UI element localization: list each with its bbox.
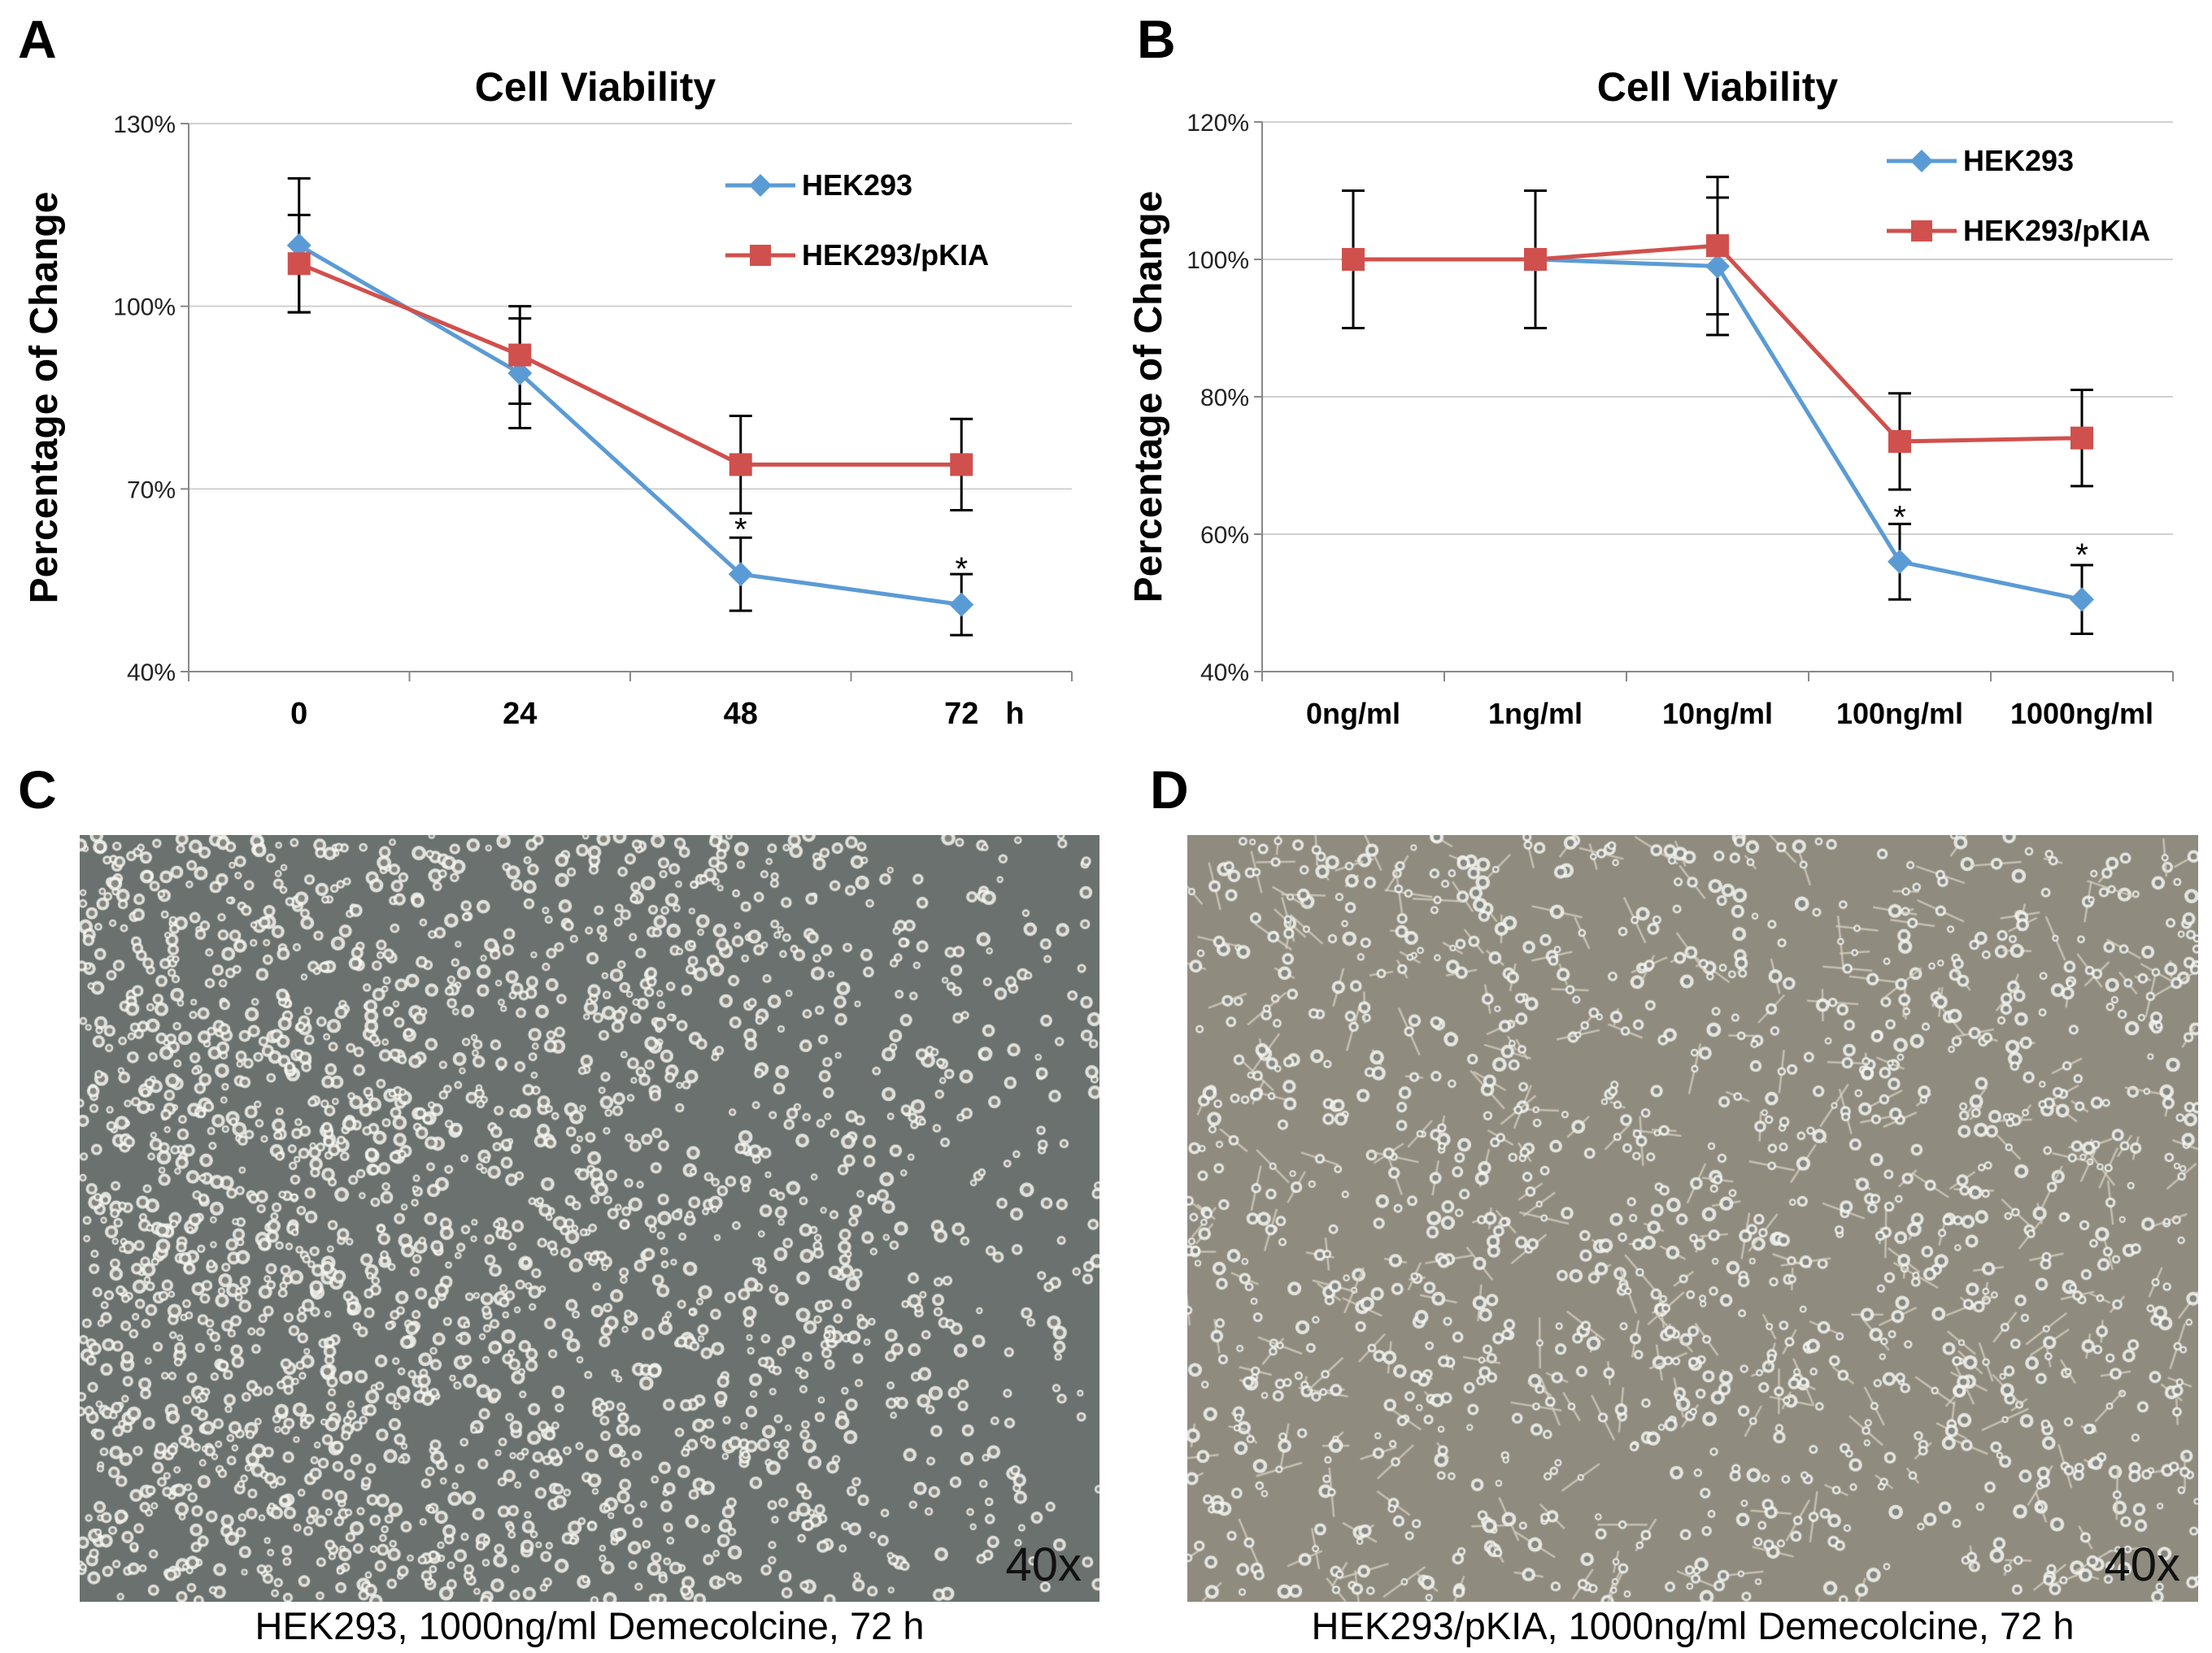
y-tick-label: 40%	[127, 659, 176, 686]
data-point-marker	[949, 592, 974, 617]
y-tick-label: 60%	[1200, 522, 1249, 549]
y-tick-label: 70%	[127, 476, 176, 503]
legend-marker	[749, 174, 772, 197]
data-point-marker	[1342, 248, 1365, 271]
series-line-hek293pkia	[298, 261, 962, 467]
x-tick-label: 100ng/ml	[1836, 697, 1963, 730]
series-line-hek293	[298, 243, 962, 607]
x-tick-label: 1000ng/ml	[2010, 697, 2153, 730]
data-point-marker	[287, 252, 311, 276]
y-tick-label: 100%	[1187, 247, 1249, 274]
data-point-marker	[508, 343, 532, 367]
y-axis-label: Percentage of Change	[23, 192, 66, 604]
x-tick-label: 0ng/ml	[1306, 697, 1400, 730]
magnification-label-d: 40x	[2104, 1538, 2180, 1591]
legend-entry: HEK293	[802, 168, 912, 202]
magnification-label-c: 40x	[1005, 1538, 1082, 1591]
data-point-marker	[507, 361, 533, 386]
y-tick-label: 120%	[1187, 110, 1249, 137]
legend-entry: HEK293	[1963, 144, 2074, 177]
significance-asterisk: *	[1893, 499, 1906, 535]
data-point-marker	[2070, 426, 2093, 450]
data-point-marker	[1888, 429, 1911, 453]
significance-asterisk: *	[2075, 537, 2088, 573]
panel-letter-c: C	[18, 759, 57, 820]
data-point-marker	[728, 562, 753, 587]
x-tick-label: 0	[290, 697, 307, 731]
chart-a: Cell Viability 40% 70% 100% 130% 0 24 48 72 h Perc…	[23, 64, 1073, 731]
data-point-marker	[1524, 248, 1547, 271]
caption-c: HEK293, 1000ng/ml Demecolcine, 72 h	[255, 1604, 925, 1647]
chart-title: Cell Viability	[1597, 64, 1839, 110]
data-point-marker	[729, 453, 752, 476]
y-tick-label: 40%	[1200, 659, 1249, 686]
x-tick-label: 48	[724, 697, 758, 731]
panel-letter-d: D	[1150, 759, 1189, 820]
data-point-marker	[286, 233, 311, 258]
legend-entry: HEK293/pKIA	[802, 238, 989, 272]
panel-letter-a: A	[18, 9, 57, 69]
significance-asterisk: *	[955, 551, 968, 587]
x-tick-label: 72	[944, 697, 978, 731]
data-point-marker	[1706, 234, 1729, 258]
micrograph-c-image	[80, 835, 1099, 1602]
x-axis-label: h	[1005, 697, 1024, 731]
y-tick-label: 100%	[113, 294, 176, 321]
caption-d: HEK293/pKIA, 1000ng/ml Demecolcine, 72 h	[1311, 1604, 2075, 1647]
micrograph-d-image	[1187, 835, 2198, 1602]
micrograph-d: 40x	[1187, 835, 2198, 1602]
data-point-marker	[1705, 254, 1730, 279]
x-tick-label: 1ng/ml	[1488, 697, 1583, 730]
micrograph-c: 40x	[80, 835, 1099, 1602]
x-tick-label: 10ng/ml	[1662, 697, 1773, 730]
data-point-marker	[1888, 549, 1912, 574]
legend-marker	[750, 245, 771, 266]
y-tick-label: 80%	[1200, 385, 1249, 411]
data-point-marker	[950, 453, 973, 476]
legend-marker	[1910, 150, 1933, 172]
x-tick-label: 24	[503, 697, 537, 731]
y-tick-label: 130%	[113, 111, 176, 138]
chart-b: Cell Viability 40% 60% 80% 100% 120% 0ng/ml 1ng…	[1127, 64, 2174, 730]
legend-marker	[1911, 220, 1932, 241]
legend-entry: HEK293/pKIA	[1963, 214, 2150, 247]
y-axis-label: Percentage of Change	[1127, 191, 1170, 603]
significance-asterisk: *	[734, 512, 747, 548]
data-point-marker	[2070, 587, 2094, 612]
panel-letter-b: B	[1137, 9, 1176, 69]
chart-title: Cell Viability	[475, 64, 716, 110]
